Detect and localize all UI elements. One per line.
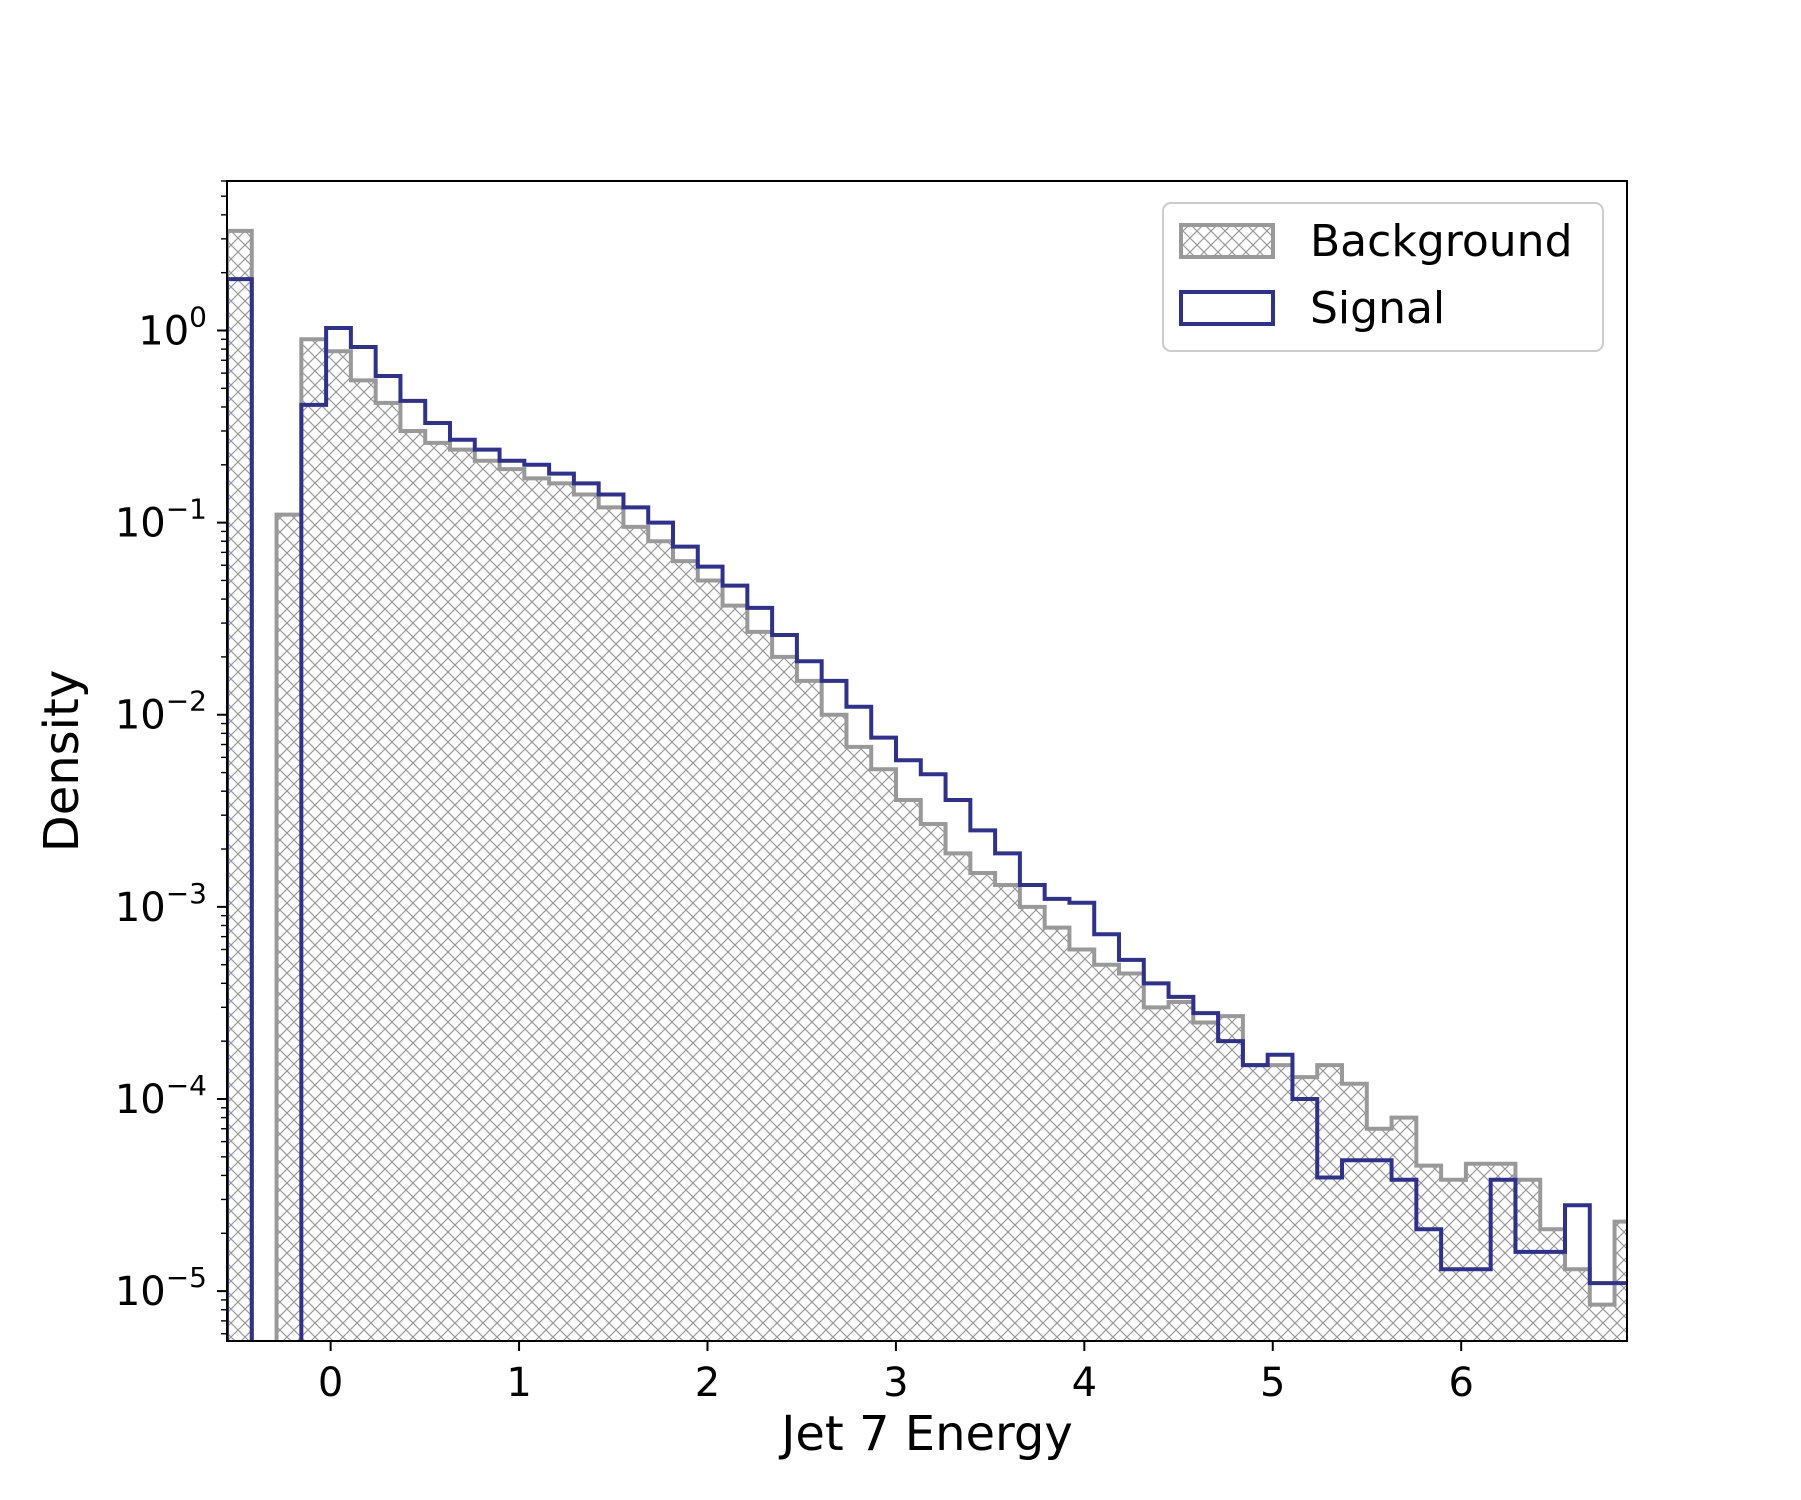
bar-background-7 <box>400 430 426 1341</box>
bar-background-26 <box>871 769 897 1341</box>
bar-background-39 <box>1193 1022 1219 1341</box>
y-tick-label: 10−1 <box>115 493 207 547</box>
bar-background-17 <box>648 541 674 1341</box>
bar-background-61 <box>1738 1283 1763 1341</box>
step-outline-signal <box>227 277 1627 1341</box>
bar-background-50 <box>1465 1163 1491 1341</box>
bar-background-21 <box>747 631 773 1341</box>
bar-background-55 <box>1589 1304 1615 1341</box>
bar-background-15 <box>598 507 624 1341</box>
bar-background-13 <box>549 483 574 1341</box>
bar-background-30 <box>970 873 996 1341</box>
bar-background-3 <box>301 339 327 1341</box>
legend-swatch-background <box>1179 223 1275 259</box>
bar-background-41 <box>1242 1065 1268 1341</box>
bar-background-40 <box>1218 1016 1243 1341</box>
plot-frame <box>226 180 1628 1342</box>
series-background <box>227 228 1788 1341</box>
x-tick-label: 4 <box>1072 1360 1097 1406</box>
bar-background-33 <box>1044 927 1070 1341</box>
bar-background-43 <box>1292 1077 1318 1341</box>
x-tick-label: 1 <box>506 1360 531 1406</box>
legend-label-background: Background <box>1310 216 1573 267</box>
bar-background-29 <box>945 853 971 1341</box>
x-tick-label: 6 <box>1448 1360 1473 1406</box>
legend-swatch-signal <box>1179 290 1275 326</box>
legend-label-signal: Signal <box>1310 283 1445 334</box>
bar-background-42 <box>1267 1065 1293 1341</box>
legend: Background Signal <box>1162 202 1604 352</box>
bar-background-32 <box>1019 906 1045 1341</box>
bar-background-25 <box>846 746 872 1341</box>
bar-background-20 <box>722 605 748 1341</box>
bar-background-47 <box>1391 1117 1417 1341</box>
y-tick-label: 10−4 <box>115 1069 207 1123</box>
y-tick-label: 100 <box>138 301 207 355</box>
bar-background-14 <box>573 494 599 1341</box>
bar-background-0 <box>227 230 252 1341</box>
bar-background-46 <box>1366 1128 1392 1341</box>
bar-background-57 <box>1639 1305 1664 1341</box>
x-tick-label: 0 <box>318 1360 343 1406</box>
x-axis-label: Jet 7 Energy <box>778 1406 1073 1462</box>
bar-background-19 <box>697 580 723 1341</box>
bar-background-38 <box>1168 1001 1194 1341</box>
x-tick-label: 5 <box>1260 1360 1285 1406</box>
bar-background-35 <box>1094 964 1120 1341</box>
y-axis-label: Density <box>34 670 90 852</box>
bar-background-16 <box>623 526 649 1341</box>
bar-background-2 <box>276 514 302 1341</box>
y-tick-label: 10−3 <box>115 877 207 931</box>
bar-background-44 <box>1317 1065 1343 1341</box>
bar-background-24 <box>821 714 847 1341</box>
bar-background-51 <box>1490 1163 1516 1341</box>
bar-background-52 <box>1515 1179 1541 1341</box>
bar-background-4 <box>326 351 351 1341</box>
bar-background-62 <box>1763 1283 1788 1341</box>
bar-background-34 <box>1069 949 1095 1341</box>
bar-background-27 <box>896 799 921 1341</box>
bar-background-28 <box>920 823 946 1341</box>
bar-background-49 <box>1441 1179 1466 1341</box>
step-outline-background <box>227 228 1627 1341</box>
bar-background-48 <box>1416 1165 1442 1341</box>
series-signal <box>227 277 1627 1341</box>
bar-background-54 <box>1565 1269 1590 1341</box>
bar-background-10 <box>474 460 500 1341</box>
bar-background-6 <box>375 402 401 1341</box>
x-tick-label: 2 <box>695 1360 720 1406</box>
bar-background-36 <box>1119 973 1144 1341</box>
bar-background-31 <box>995 884 1020 1341</box>
bar-background-45 <box>1342 1083 1367 1341</box>
bar-background-5 <box>350 380 376 1341</box>
bar-background-23 <box>796 680 822 1341</box>
axis-ticks: 0 1 2 3 4 5 6 100 10−1 10−2 10−3 10−4 10−5 <box>115 180 1474 1406</box>
plot-area <box>227 228 1788 1341</box>
bar-background-11 <box>499 469 525 1341</box>
x-tick-label: 3 <box>883 1360 908 1406</box>
bar-background-8 <box>425 442 451 1341</box>
bar-background-22 <box>772 656 797 1341</box>
bar-background-37 <box>1143 1007 1169 1341</box>
bar-background-18 <box>673 561 698 1341</box>
bar-background-9 <box>450 449 475 1341</box>
bar-background-53 <box>1540 1229 1566 1341</box>
bar-background-12 <box>524 478 550 1341</box>
y-tick-label: 10−2 <box>115 685 207 739</box>
y-tick-label: 10−5 <box>115 1261 207 1315</box>
